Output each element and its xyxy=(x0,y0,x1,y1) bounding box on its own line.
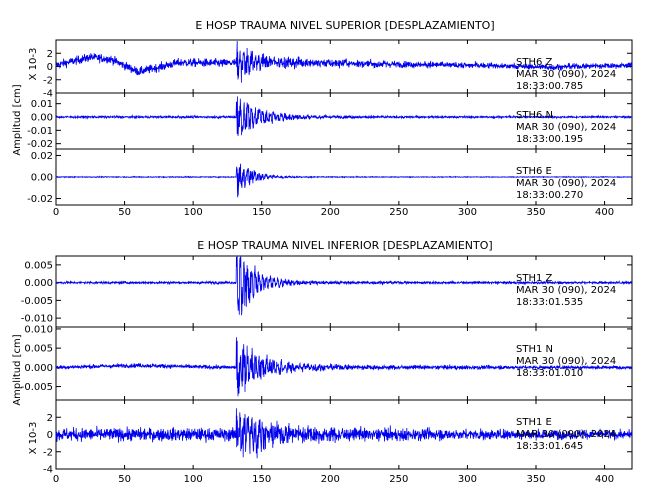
y-tick-label: 0.005 xyxy=(24,260,53,271)
waveform-sth1-n xyxy=(55,337,633,397)
trace-annotation-line: STH6 Z xyxy=(516,57,553,68)
chart-title-inferior: E HOSP TRAUMA NIVEL INFERIOR [DESPLAZAMI… xyxy=(197,239,492,252)
y-tick-label: -0.010 xyxy=(21,314,53,325)
y-tick-label: 0 xyxy=(47,430,53,441)
x-tick-label: 150 xyxy=(252,474,271,485)
y-tick-label: 0.010 xyxy=(24,324,53,335)
x-tick-label: 300 xyxy=(458,474,477,485)
waveform-sth6-e xyxy=(55,163,633,198)
x-tick-label: 400 xyxy=(595,474,614,485)
x-tick-label: 400 xyxy=(595,207,614,218)
y-tick-label: -0.02 xyxy=(27,139,53,150)
trace-annotation-line: MAR 30 (090), 2024 xyxy=(516,356,616,367)
trace-annotation-line: 18:33:01.645 xyxy=(516,441,583,452)
trace-annotation-line: STH6 N xyxy=(516,110,553,121)
y-tick-label: -2 xyxy=(43,447,53,458)
x-tick-label: 100 xyxy=(184,207,203,218)
waveform-sth1-z xyxy=(55,256,633,316)
y-tick-label: 0.00 xyxy=(31,173,53,184)
x-tick-label: 150 xyxy=(252,207,271,218)
x-tick-label: 200 xyxy=(321,207,340,218)
waveform-sth6-z xyxy=(55,40,633,83)
y-tick-label: 0 xyxy=(47,62,53,73)
x-tick-label: 350 xyxy=(526,474,545,485)
x-tick-label: 50 xyxy=(118,207,131,218)
y-tick-label: 2 xyxy=(47,49,53,60)
y-tick-label: 0.02 xyxy=(31,151,53,162)
trace-annotation-line: MAR 30 (090), 2024 xyxy=(516,429,616,440)
trace-annotation-line: STH1 E xyxy=(516,417,552,428)
trace-annotation-line: MAR 30 (090), 2024 xyxy=(516,178,616,189)
y-tick-label: -0.005 xyxy=(21,296,53,307)
scale-factor-label-inferior: X 10-3 xyxy=(28,422,39,455)
x-tick-label: 300 xyxy=(458,207,477,218)
x-tick-label: 250 xyxy=(389,474,408,485)
x-tick-label: 100 xyxy=(184,474,203,485)
waveform-sth6-n xyxy=(55,96,633,136)
trace-annotation-line: 18:33:00.785 xyxy=(516,81,583,92)
y-tick-label: 0.000 xyxy=(24,278,53,289)
y-tick-label: 0.00 xyxy=(31,113,53,124)
trace-annotation-line: 18:33:01.010 xyxy=(516,368,583,379)
x-tick-label: 250 xyxy=(389,207,408,218)
trace-annotation-line: STH1 Z xyxy=(516,273,553,284)
trace-annotation-line: STH1 N xyxy=(516,344,553,355)
trace-annotation-line: MAR 30 (090), 2024 xyxy=(516,285,616,296)
y-tick-label: 2 xyxy=(47,413,53,424)
y-tick-label: -4 xyxy=(43,465,53,476)
trace-annotation-line: 18:33:00.195 xyxy=(516,134,583,145)
trace-annotation-line: 18:33:00.270 xyxy=(516,190,583,201)
trace-annotation-line: MAR 30 (090), 2024 xyxy=(516,69,616,80)
trace-annotation-line: MAR 30 (090), 2024 xyxy=(516,122,616,133)
scale-factor-label-superior: X 10-3 xyxy=(28,48,39,81)
trace-annotation-line: 18:33:01.535 xyxy=(516,297,583,308)
x-tick-label: 50 xyxy=(118,474,131,485)
x-tick-label: 350 xyxy=(526,207,545,218)
x-tick-label: 0 xyxy=(53,207,59,218)
y-tick-label: -2 xyxy=(43,75,53,86)
y-axis-label-superior: Amplitud [cm] xyxy=(12,84,23,155)
x-tick-label: 0 xyxy=(53,474,59,485)
y-tick-label: -0.01 xyxy=(27,126,53,137)
y-tick-label: -0.02 xyxy=(27,194,53,205)
x-tick-label: 200 xyxy=(321,474,340,485)
y-axis-label-inferior: Amplitud [cm] xyxy=(12,334,23,405)
trace-annotation-line: STH6 E xyxy=(516,166,552,177)
y-tick-label: 0.01 xyxy=(31,99,53,110)
y-tick-label: 0.005 xyxy=(24,344,53,355)
waveform-sth1-e xyxy=(55,408,633,459)
chart-title-superior: E HOSP TRAUMA NIVEL SUPERIOR [DESPLAZAMI… xyxy=(195,19,494,32)
y-tick-label: 0.000 xyxy=(24,363,53,374)
y-tick-label: -4 xyxy=(43,89,53,100)
y-tick-label: -0.005 xyxy=(21,382,53,393)
